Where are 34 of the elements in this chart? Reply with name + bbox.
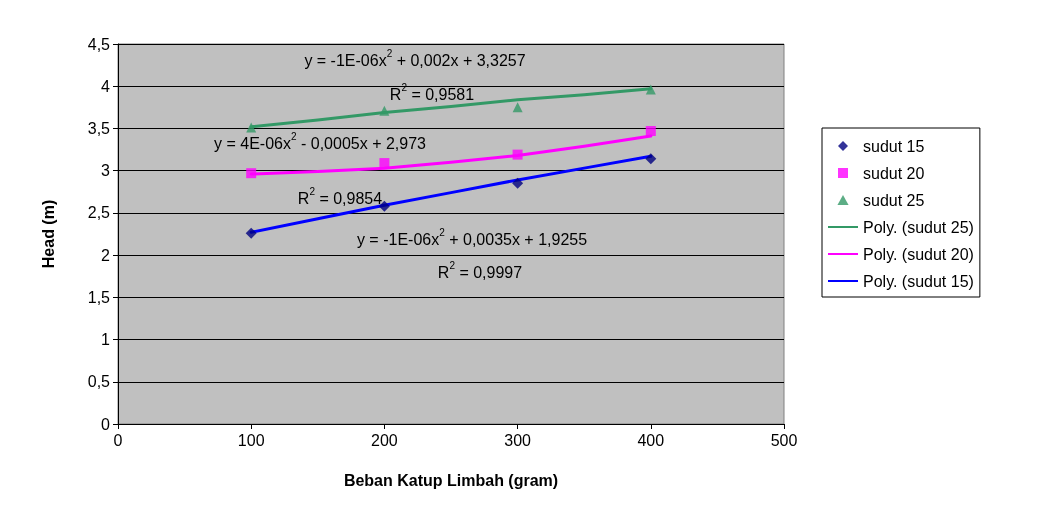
x-tick-label: 300 <box>504 431 532 449</box>
point <box>645 84 656 95</box>
y-tick-label: 4 <box>101 77 111 95</box>
legend-label: Poly. (sudut 20) <box>863 245 974 263</box>
y-tick-label: 0,5 <box>87 373 111 391</box>
point <box>246 122 257 133</box>
x-tick-label: 400 <box>637 431 665 449</box>
x-tick-label: 0 <box>113 431 123 449</box>
y-axis-title: Head (m) <box>39 199 57 269</box>
point <box>379 105 390 116</box>
x-tick-label: 100 <box>237 431 265 449</box>
x-tick-label: 500 <box>770 431 798 449</box>
y-tick-label: 3,5 <box>87 119 111 137</box>
point <box>512 177 524 189</box>
x-axis-title: Beban Katup Limbah (gram) <box>343 471 559 489</box>
y-tick-label: 4,5 <box>87 35 111 53</box>
point <box>512 102 523 113</box>
y-tick-label: 3 <box>101 162 111 180</box>
y-tick-label: 1,5 <box>87 288 111 306</box>
point <box>512 149 523 160</box>
legend-label: sudut 25 <box>863 191 925 209</box>
y-tick-label: 2 <box>101 246 111 264</box>
point <box>246 168 257 179</box>
point <box>645 125 656 136</box>
y-tick-label: 2,5 <box>87 204 111 222</box>
x-tick-label: 200 <box>371 431 398 449</box>
legend-label: Poly. (sudut 25) <box>863 218 974 236</box>
y-tick-label: 0 <box>101 415 111 433</box>
point <box>245 227 257 239</box>
legend-label: Poly. (sudut 15) <box>863 272 974 290</box>
legend-label: sudut 20 <box>863 164 925 182</box>
y-tick-label: 1 <box>101 331 111 349</box>
point <box>645 153 657 165</box>
legend-label: sudut 15 <box>863 137 925 155</box>
